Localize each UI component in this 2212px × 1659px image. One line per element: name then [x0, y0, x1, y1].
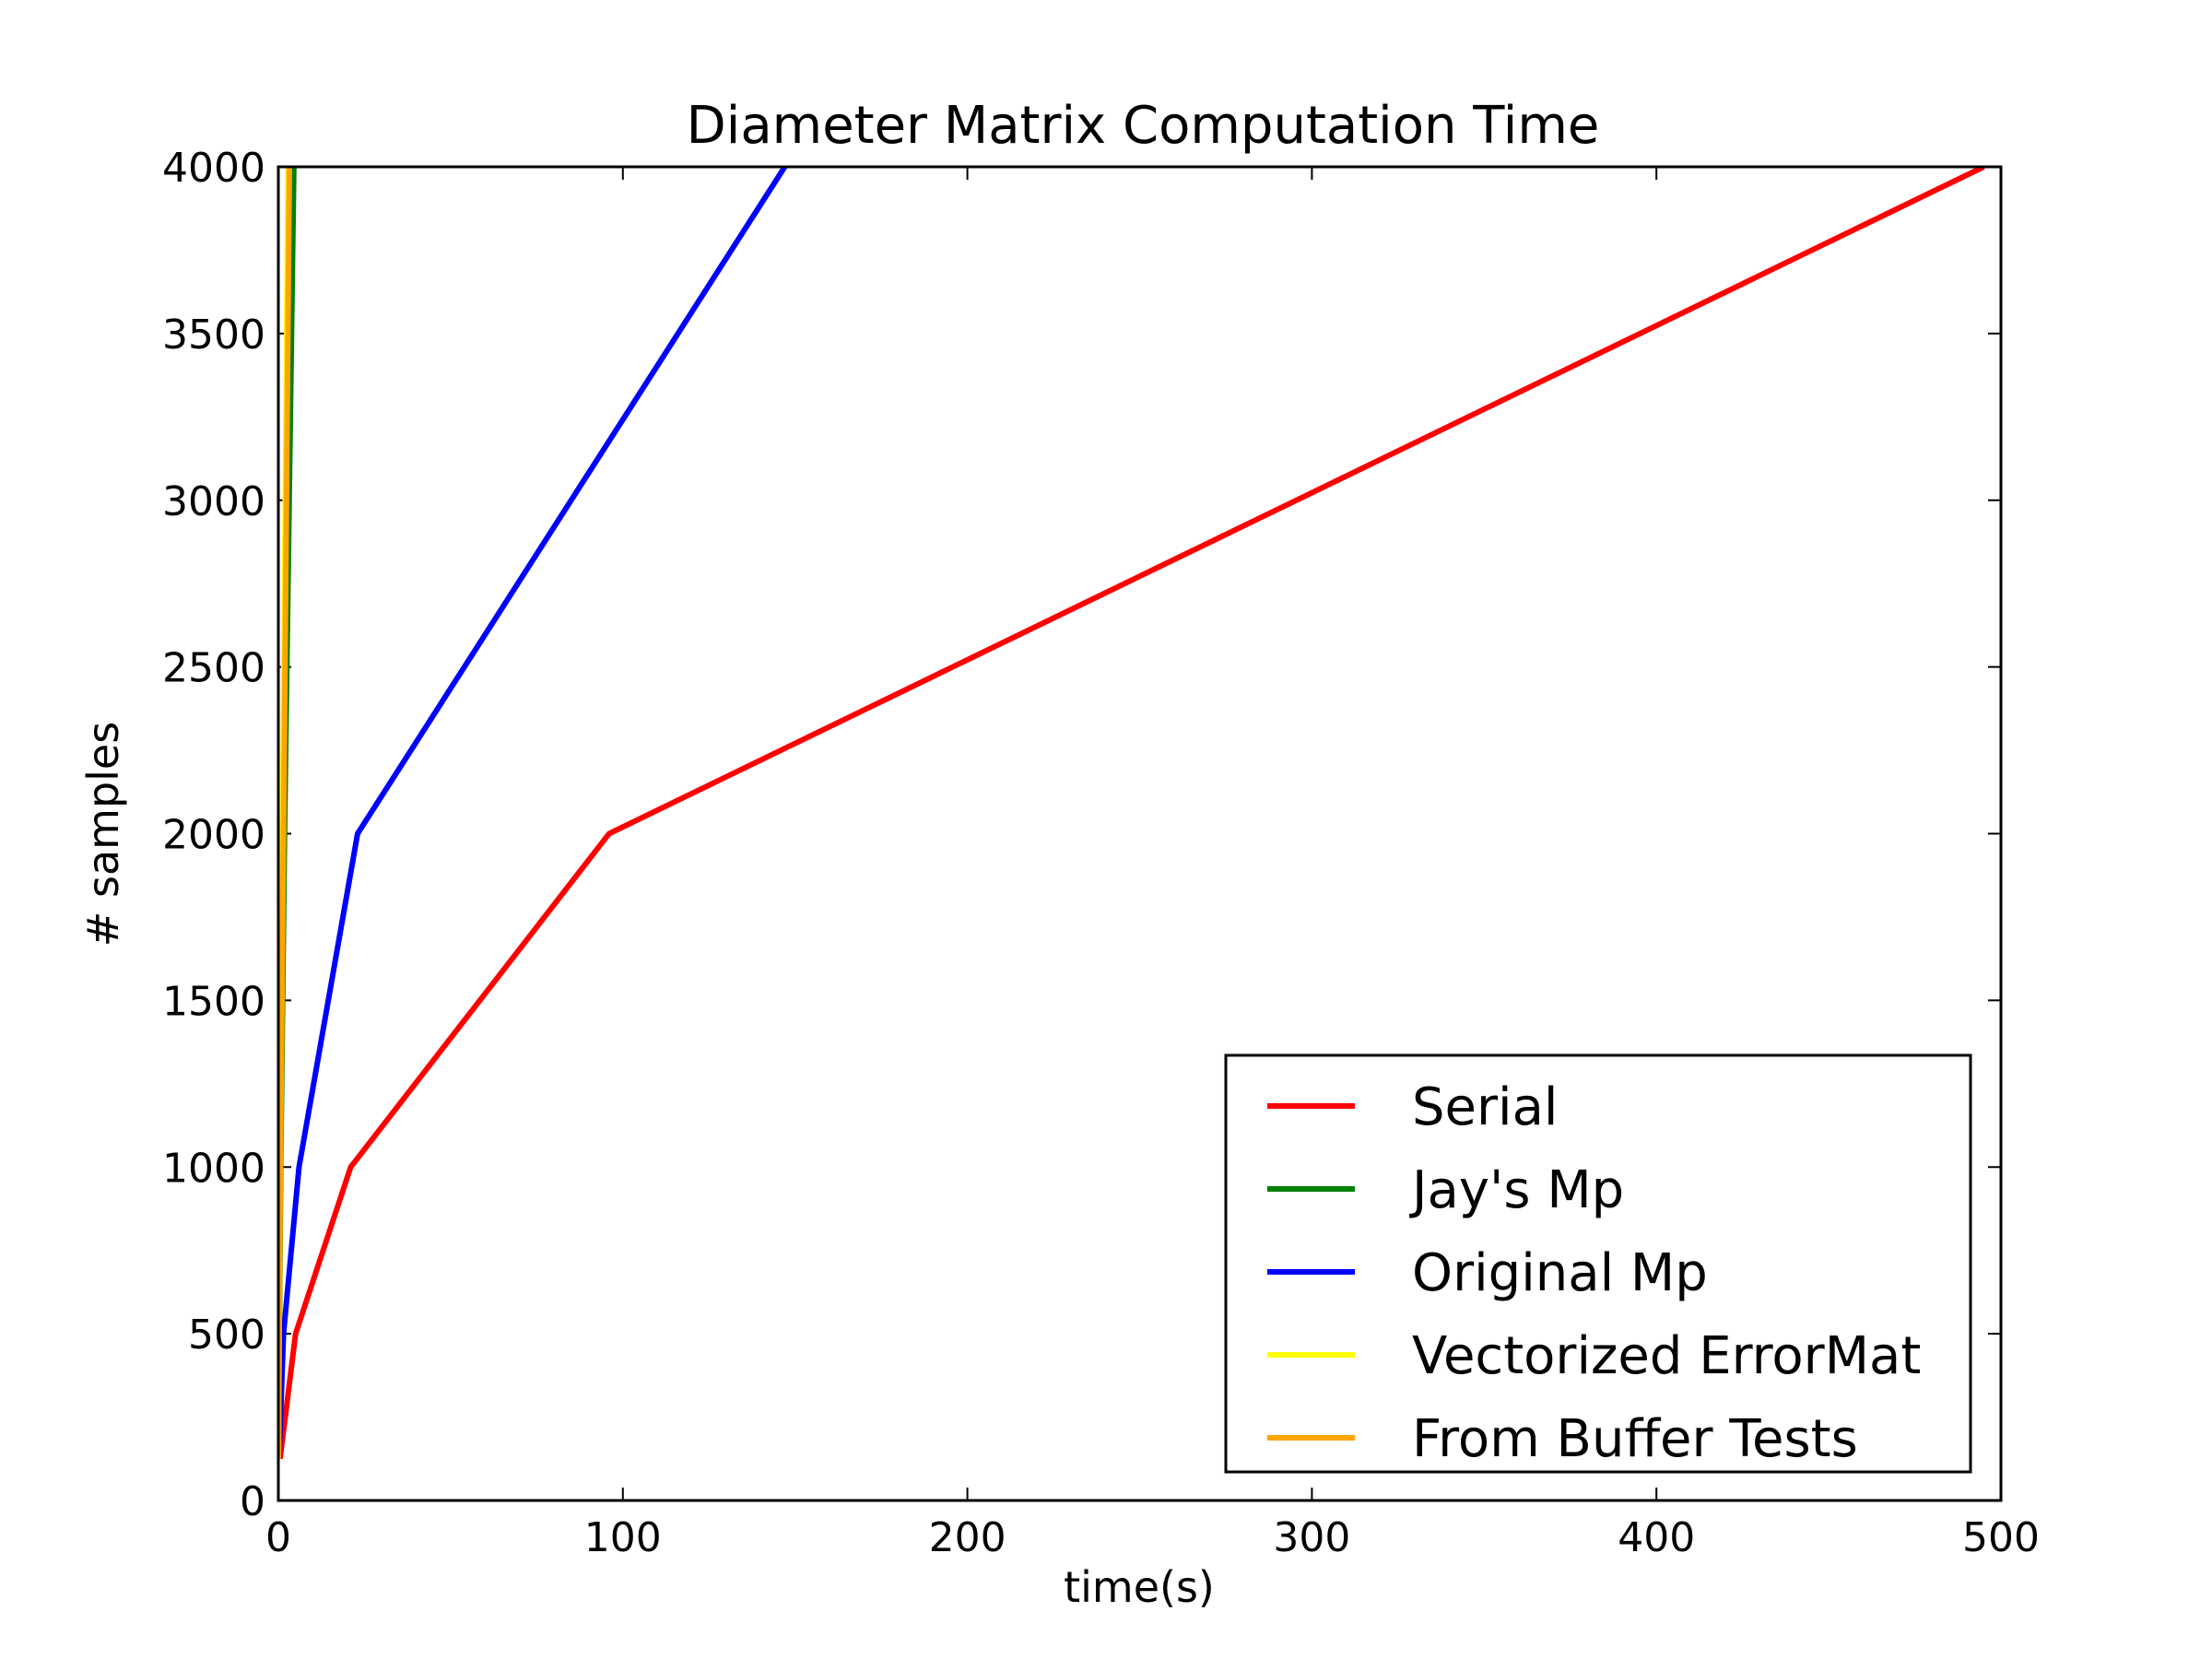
y-tick-label: 0	[240, 1478, 265, 1525]
axis-tick-labels: 0 100 200 300 400 500 0 500 1000 1500 2000 2500 3000…	[162, 145, 2040, 1561]
legend-label: From Buffer Tests	[1412, 1409, 1858, 1469]
x-tick-label: 300	[1273, 1514, 1350, 1561]
legend-label: Serial	[1412, 1077, 1558, 1137]
x-tick-label: 100	[584, 1514, 662, 1561]
x-axis-title: time(s)	[1064, 1562, 1215, 1612]
y-tick-label: 2500	[162, 645, 265, 692]
legend-item: Vectorized ErrorMat	[1267, 1326, 1921, 1386]
legend-item: Serial	[1267, 1077, 1558, 1137]
y-tick-label: 3500	[162, 312, 265, 359]
legend-box	[1224, 1053, 1972, 1474]
series-line-original-mp	[278, 167, 788, 1459]
y-tick-label: 3000	[162, 478, 265, 525]
y-tick-label: 4000	[162, 145, 265, 192]
legend-label: Original Mp	[1412, 1243, 1708, 1303]
y-tick-label: 1500	[162, 978, 265, 1025]
plot-frame	[276, 165, 2003, 1502]
y-tick-label: 1000	[162, 1145, 265, 1192]
x-tick-label: 500	[1962, 1514, 2040, 1561]
y-axis-title: # samples	[78, 722, 128, 947]
series-line-serial	[278, 167, 1985, 1460]
chart-title: Diameter Matrix Computation Time	[687, 96, 1600, 156]
x-tick-label: 200	[929, 1514, 1006, 1561]
legend: Serial Jay's Mp Original Mp Vectorized Erro…	[1224, 1053, 1972, 1474]
x-tick-label: 0	[265, 1514, 291, 1561]
y-tick-label: 500	[188, 1312, 265, 1359]
legend-item: Original Mp	[1267, 1243, 1708, 1303]
legend-label: Vectorized ErrorMat	[1412, 1326, 1921, 1386]
x-tick-label: 400	[1618, 1514, 1695, 1561]
y-tick-label: 2000	[162, 812, 265, 859]
legend-item: Jay's Mp	[1267, 1160, 1624, 1220]
legend-item: From Buffer Tests	[1267, 1409, 1858, 1469]
legend-label: Jay's Mp	[1409, 1160, 1624, 1220]
